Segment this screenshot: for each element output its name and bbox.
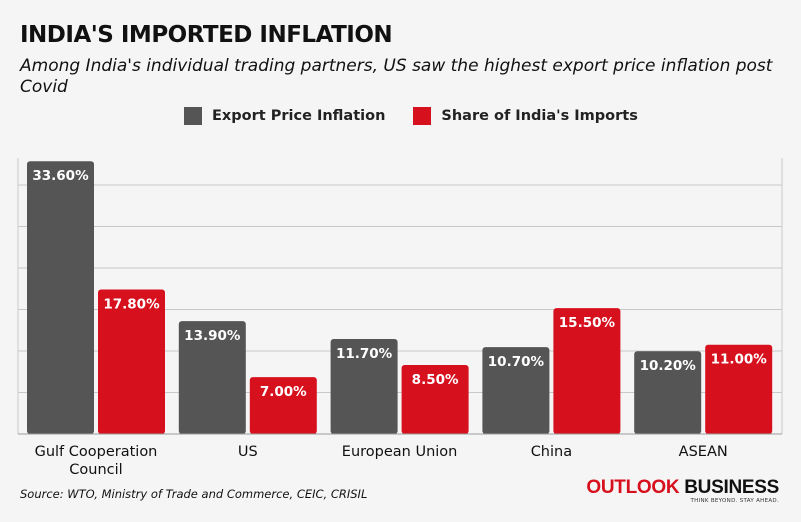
bar: [98, 289, 165, 434]
bar-value-label: 15.50%: [559, 315, 616, 331]
x-tick-label: Gulf Cooperation: [35, 444, 158, 460]
legend-label-imports: Share of India's Imports: [441, 108, 638, 124]
legend-label-export: Export Price Inflation: [212, 108, 386, 124]
source-note: Source: WTO, Ministry of Trade and Comme…: [20, 487, 368, 501]
legend-item-export: Export Price Inflation: [184, 107, 385, 125]
outlook-business-logo: OUTLOOK BUSINESS THINK BEYOND. STAY AHEA…: [586, 478, 779, 505]
bar: [178, 321, 246, 434]
bar-value-label: 8.50%: [412, 372, 459, 388]
x-tick-label: European Union: [342, 444, 458, 460]
legend-swatch-export: [184, 107, 202, 125]
legend-item-imports: Share of India's Imports: [413, 107, 638, 125]
logo-wordmark: OUTLOOK BUSINESS: [586, 478, 779, 498]
bar: [330, 339, 398, 434]
legend-swatch-imports: [413, 107, 432, 125]
x-tick-label: US: [238, 444, 258, 460]
bar-value-label: 11.00%: [711, 352, 768, 368]
x-tick-label: ASEAN: [679, 444, 728, 460]
bar-value-label: 13.90%: [184, 328, 241, 344]
logo-word-business: BUSINESS: [684, 477, 779, 498]
bar: [634, 351, 702, 434]
logo-word-outlook: OUTLOOK: [586, 477, 680, 498]
bar: [249, 377, 317, 434]
chart-subtitle: Among India's individual trading partner…: [20, 56, 773, 97]
legend: Export Price Inflation Share of India's …: [184, 107, 666, 125]
bar: [27, 161, 94, 434]
bar-value-label: 10.20%: [640, 358, 697, 374]
bar-value-label: 17.80%: [103, 297, 160, 313]
bar-chart: 33.60% 17.80% Gulf Cooperation Council 13.90…: [17, 158, 783, 478]
bar: [705, 344, 773, 434]
bar: [401, 365, 469, 434]
x-tick-label: Council: [69, 462, 122, 478]
bar-value-label: 10.70%: [488, 354, 545, 370]
bar-value-label: 11.70%: [336, 346, 393, 362]
bar-value-label: 33.60%: [32, 168, 89, 184]
bar-value-label: 7.00%: [260, 384, 307, 400]
bar: [482, 347, 550, 434]
bar: [553, 308, 621, 434]
x-tick-label: China: [531, 444, 572, 460]
chart-title: INDIA'S IMPORTED INFLATION: [20, 22, 393, 48]
logo-tagline: THINK BEYOND. STAY AHEAD.: [690, 498, 779, 504]
